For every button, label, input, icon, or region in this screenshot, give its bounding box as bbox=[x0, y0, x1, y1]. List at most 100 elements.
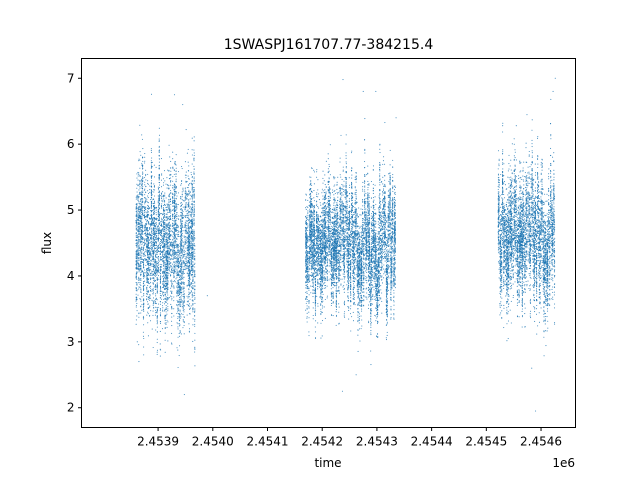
data-point bbox=[158, 256, 159, 257]
data-point bbox=[162, 281, 163, 282]
data-point bbox=[307, 276, 308, 277]
data-point bbox=[172, 253, 173, 254]
data-point bbox=[170, 291, 171, 292]
data-point bbox=[153, 240, 154, 241]
data-point bbox=[157, 307, 158, 308]
data-point bbox=[155, 310, 156, 311]
data-point bbox=[157, 270, 158, 271]
data-point bbox=[188, 323, 189, 324]
data-point bbox=[161, 269, 162, 270]
data-point bbox=[191, 260, 192, 261]
data-point bbox=[189, 241, 190, 242]
data-point bbox=[166, 228, 167, 229]
data-point bbox=[151, 186, 152, 187]
data-point bbox=[177, 323, 178, 324]
data-point bbox=[144, 184, 145, 185]
data-point bbox=[138, 247, 139, 248]
data-point bbox=[139, 175, 140, 176]
data-point bbox=[176, 257, 177, 258]
data-point bbox=[149, 250, 150, 251]
data-point bbox=[138, 232, 139, 233]
data-point bbox=[158, 265, 159, 266]
data-point bbox=[159, 261, 160, 262]
data-point bbox=[144, 258, 145, 259]
data-point bbox=[164, 193, 165, 194]
data-point bbox=[172, 152, 173, 153]
data-point bbox=[160, 248, 161, 249]
data-point bbox=[147, 312, 148, 313]
data-point bbox=[140, 241, 141, 242]
data-point bbox=[163, 240, 164, 241]
data-point bbox=[145, 198, 146, 199]
data-point bbox=[167, 216, 168, 217]
data-point bbox=[175, 227, 176, 228]
data-point bbox=[163, 195, 164, 196]
data-point bbox=[155, 272, 156, 273]
data-point bbox=[142, 172, 143, 173]
data-point bbox=[152, 271, 153, 272]
data-point bbox=[145, 226, 146, 227]
data-point bbox=[154, 205, 155, 206]
data-point bbox=[165, 270, 166, 271]
data-point bbox=[307, 274, 308, 275]
data-point bbox=[164, 213, 165, 214]
data-point bbox=[190, 191, 191, 192]
data-point bbox=[188, 214, 189, 215]
data-point bbox=[150, 245, 151, 246]
data-point bbox=[145, 235, 146, 236]
data-point bbox=[178, 247, 179, 248]
data-point bbox=[152, 248, 153, 249]
data-point bbox=[171, 230, 172, 231]
data-point bbox=[307, 200, 308, 201]
data-point bbox=[178, 204, 179, 205]
data-point bbox=[155, 287, 156, 288]
data-point bbox=[175, 263, 176, 264]
data-point bbox=[186, 172, 187, 173]
data-point bbox=[184, 309, 185, 310]
data-point bbox=[140, 299, 141, 300]
data-point bbox=[137, 237, 138, 238]
data-point bbox=[148, 215, 149, 216]
data-point bbox=[190, 255, 191, 256]
data-point bbox=[160, 288, 161, 289]
data-point bbox=[191, 228, 192, 229]
data-point bbox=[171, 268, 172, 269]
data-point bbox=[148, 281, 149, 282]
data-point bbox=[159, 151, 160, 152]
data-point bbox=[157, 339, 158, 340]
data-point bbox=[185, 206, 186, 207]
data-point bbox=[188, 211, 189, 212]
data-point bbox=[141, 223, 142, 224]
data-point bbox=[143, 332, 144, 333]
data-point bbox=[192, 248, 193, 249]
data-point bbox=[176, 290, 177, 291]
data-point bbox=[141, 310, 142, 311]
data-point bbox=[145, 211, 146, 212]
data-point bbox=[182, 240, 183, 241]
data-point bbox=[151, 210, 152, 211]
data-point bbox=[182, 223, 183, 224]
data-point bbox=[149, 242, 150, 243]
data-point bbox=[181, 166, 182, 167]
data-point bbox=[165, 279, 166, 280]
data-point bbox=[148, 236, 149, 237]
data-point bbox=[191, 183, 192, 184]
data-point bbox=[184, 296, 185, 297]
data-point bbox=[153, 253, 154, 254]
data-point bbox=[180, 216, 181, 217]
data-point bbox=[154, 271, 155, 272]
data-point bbox=[178, 265, 179, 266]
data-point bbox=[192, 301, 193, 302]
data-point bbox=[167, 246, 168, 247]
data-point bbox=[138, 288, 139, 289]
data-point bbox=[182, 196, 183, 197]
data-point bbox=[182, 314, 183, 315]
data-point bbox=[156, 231, 157, 232]
data-point bbox=[162, 256, 163, 257]
data-point bbox=[172, 228, 173, 229]
chart-title: 1SWASPJ161707.77-384215.4 bbox=[224, 37, 434, 53]
data-point bbox=[155, 284, 156, 285]
data-point bbox=[151, 263, 152, 264]
data-point bbox=[171, 296, 172, 297]
data-point bbox=[174, 232, 175, 233]
